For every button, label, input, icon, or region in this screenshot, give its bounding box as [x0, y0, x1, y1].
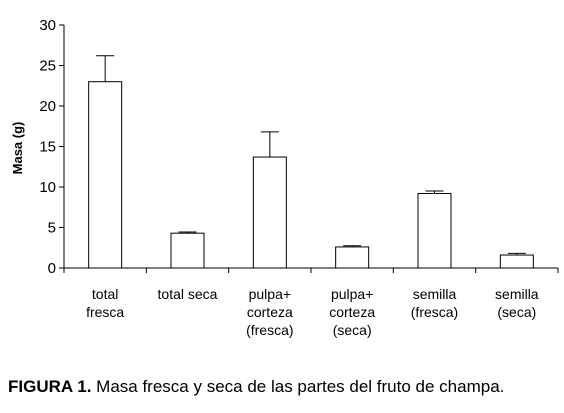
- y-axis-label: Masa (g): [10, 122, 25, 175]
- bar: [417, 192, 452, 269]
- category-label-line: (seca): [333, 322, 372, 338]
- category-label-line: pulpa+: [249, 286, 291, 302]
- category-label: semilla (fresca): [411, 286, 458, 320]
- category-label-line: (fresca): [411, 304, 458, 320]
- y-tick-label: 30: [39, 17, 56, 34]
- category-label-line: semilla: [495, 286, 539, 302]
- error-bars: [96, 55, 526, 256]
- bar-chart: 0 5 10 15 20 25 30 total fresca total seca pulpa+…: [10, 17, 559, 338]
- bar: [499, 254, 534, 269]
- y-tick-label: 20: [39, 98, 56, 115]
- caption-text: Masa fresca y seca de las partes del fru…: [91, 377, 505, 396]
- category-label: total fresca: [86, 286, 124, 320]
- figure-caption: FIGURA 1. Masa fresca y seca de las part…: [8, 377, 504, 397]
- bars: [88, 81, 534, 269]
- category-label: total seca: [158, 286, 218, 302]
- category-label-line: fresca: [86, 304, 124, 320]
- y-axis: 0 5 10 15 20 25 30: [39, 17, 65, 277]
- category-label-line: pulpa+: [331, 286, 373, 302]
- category-label-line: corteza: [329, 304, 375, 320]
- bar: [88, 81, 123, 269]
- y-tick-label: 0: [48, 260, 56, 277]
- bar: [335, 246, 370, 269]
- category-label-line: (fresca): [246, 322, 293, 338]
- category-label-line: total seca: [158, 286, 218, 302]
- bar: [170, 232, 205, 269]
- y-tick-label: 25: [39, 58, 56, 75]
- category-label-line: corteza: [247, 304, 293, 320]
- category-label-line: total: [92, 286, 118, 302]
- x-axis: [63, 267, 559, 273]
- category-label: semilla (seca): [495, 286, 539, 320]
- category-label-line: (seca): [497, 304, 536, 320]
- category-labels: total fresca total seca pulpa+ corteza (fresc…: [86, 286, 539, 338]
- y-tick-label: 5: [48, 220, 56, 237]
- category-label: pulpa+ corteza (fresca): [246, 286, 293, 338]
- category-label: pulpa+ corteza (seca): [329, 286, 375, 338]
- category-label-line: semilla: [413, 286, 457, 302]
- caption-label: FIGURA 1.: [8, 377, 92, 396]
- y-tick-label: 15: [39, 139, 56, 156]
- bar: [252, 156, 287, 269]
- y-tick-label: 10: [39, 179, 56, 196]
